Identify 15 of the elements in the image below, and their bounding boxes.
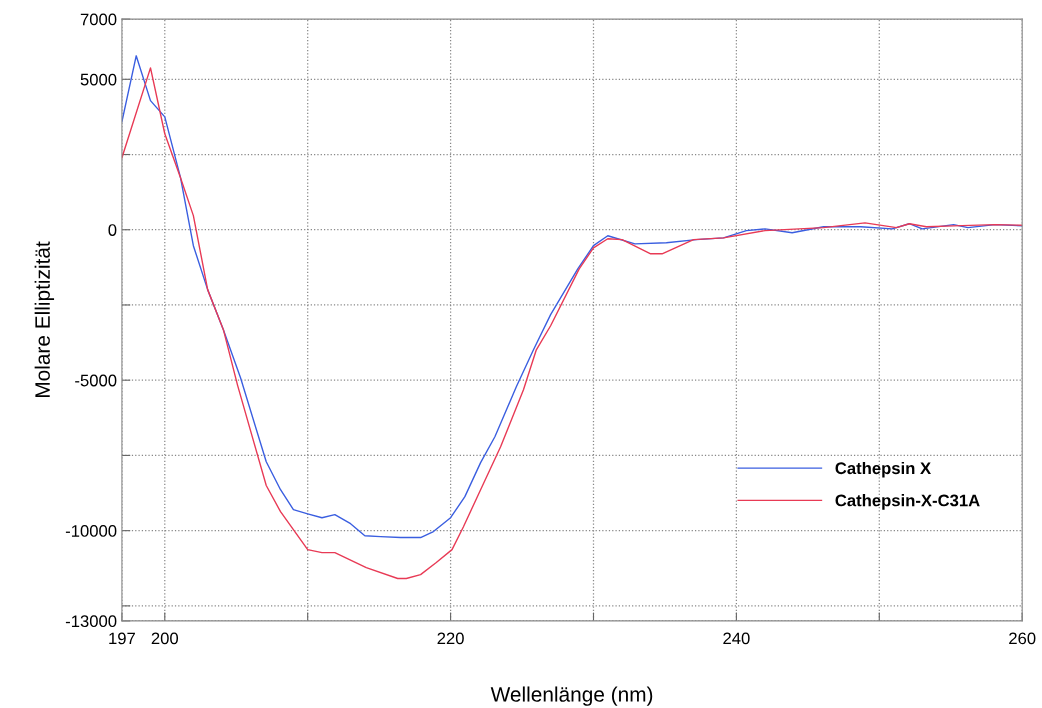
x-axis-title: Wellenlänge (nm) (490, 686, 653, 706)
x-tick-label: 197 (109, 632, 135, 645)
y-tick-label: 5000 (80, 73, 117, 86)
y-tick-label: -5000 (75, 374, 117, 387)
legend-label: Cathepsin X (835, 461, 931, 478)
x-tick-label: 260 (1009, 632, 1036, 645)
x-tick-label: 220 (437, 632, 464, 645)
y-tick-label: -10000 (65, 525, 117, 537)
y-tick-label: 7000 (80, 13, 117, 26)
x-tick-label: 240 (723, 632, 750, 645)
y-tick-label: 0 (108, 224, 117, 236)
x-tick-label: 200 (151, 632, 179, 645)
legend-label: Cathepsin-X-C31A (835, 494, 980, 510)
y-tick-label: -13000 (65, 615, 117, 628)
y-axis-title: Molare Elliptizität (34, 241, 55, 398)
